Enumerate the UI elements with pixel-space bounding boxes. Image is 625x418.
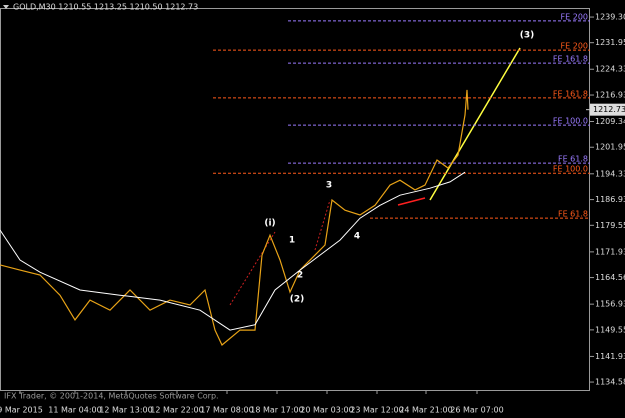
y-tick-label: 1209.34	[595, 117, 625, 126]
y-tick-label: 1179.55	[595, 221, 625, 230]
y-tick-label: 1141.93	[595, 352, 625, 361]
wave-label: 2	[297, 271, 303, 281]
last-price-box	[590, 103, 625, 116]
y-tick-label: 1239.30	[595, 13, 625, 22]
fib-label: FE 161.8	[553, 55, 588, 64]
trend-line	[429, 47, 521, 201]
price-line	[0, 89, 469, 346]
fib-label: FE 100.0	[553, 165, 588, 174]
y-tick-label: 1171.93	[595, 247, 625, 256]
y-tick-label: 1149.55	[595, 325, 625, 334]
y-tick-label: 1216.93	[595, 91, 625, 100]
x-tick-label: 23 Mar 12:00	[350, 406, 403, 415]
x-tick-label: 12 Mar 13:00	[99, 406, 152, 415]
wave-label: 1	[289, 236, 295, 246]
fib-label: FE 161.8	[553, 89, 588, 98]
y-tick-label: 1164.56	[595, 273, 625, 282]
fib-label: FE 200	[561, 42, 588, 51]
y-tick-label: 1186.93	[595, 195, 625, 204]
chart-title: GOLD,M30 1210.55 1213.25 1210.50 1212.73	[13, 3, 198, 12]
x-tick-label: 26 Mar 07:00	[450, 406, 503, 415]
plot-frame	[0, 8, 590, 391]
y-tick-label: 1224.33	[595, 65, 625, 74]
y-tick-label: 1201.95	[595, 143, 625, 152]
wave-label: (3)	[520, 31, 535, 41]
y-tick-label: 1134.58	[595, 378, 625, 387]
x-tick-label: 12 Mar 22:00	[150, 406, 203, 415]
menu-icon	[3, 5, 9, 9]
x-tick-label: 17 Mar 08:00	[200, 406, 253, 415]
wave-label: 4	[354, 232, 360, 242]
fib-label: FE 100.0	[553, 117, 588, 126]
fib-label: FE 61.8	[558, 155, 588, 164]
y-tick-label: 1231.95	[595, 38, 625, 47]
fib-label: FE 200	[561, 12, 588, 21]
x-tick-label: 24 Mar 21:00	[399, 406, 452, 415]
x-tick-label: 18 Mar 17:00	[250, 406, 303, 415]
trend-line	[397, 197, 426, 206]
y-tick-label: 1156.93	[595, 300, 625, 309]
wave-label: (i)	[264, 219, 275, 229]
y-tick-label: 1194.33	[595, 169, 625, 178]
footer: IFX Trader, © 2001-2014, MetaQuotes Soft…	[4, 392, 219, 401]
wave-line	[314, 199, 331, 251]
x-tick-label: 9 Mar 2015	[0, 406, 43, 415]
wave-label: (2)	[290, 295, 305, 305]
x-tick-label: 20 Mar 03:00	[300, 406, 353, 415]
fib-label: FE 61.8	[558, 210, 588, 219]
x-tick-label: 11 Mar 04:00	[48, 406, 101, 415]
wave-label: 3	[326, 181, 332, 191]
last-price-label: 1212.73	[593, 105, 625, 114]
moving-average	[0, 171, 466, 331]
